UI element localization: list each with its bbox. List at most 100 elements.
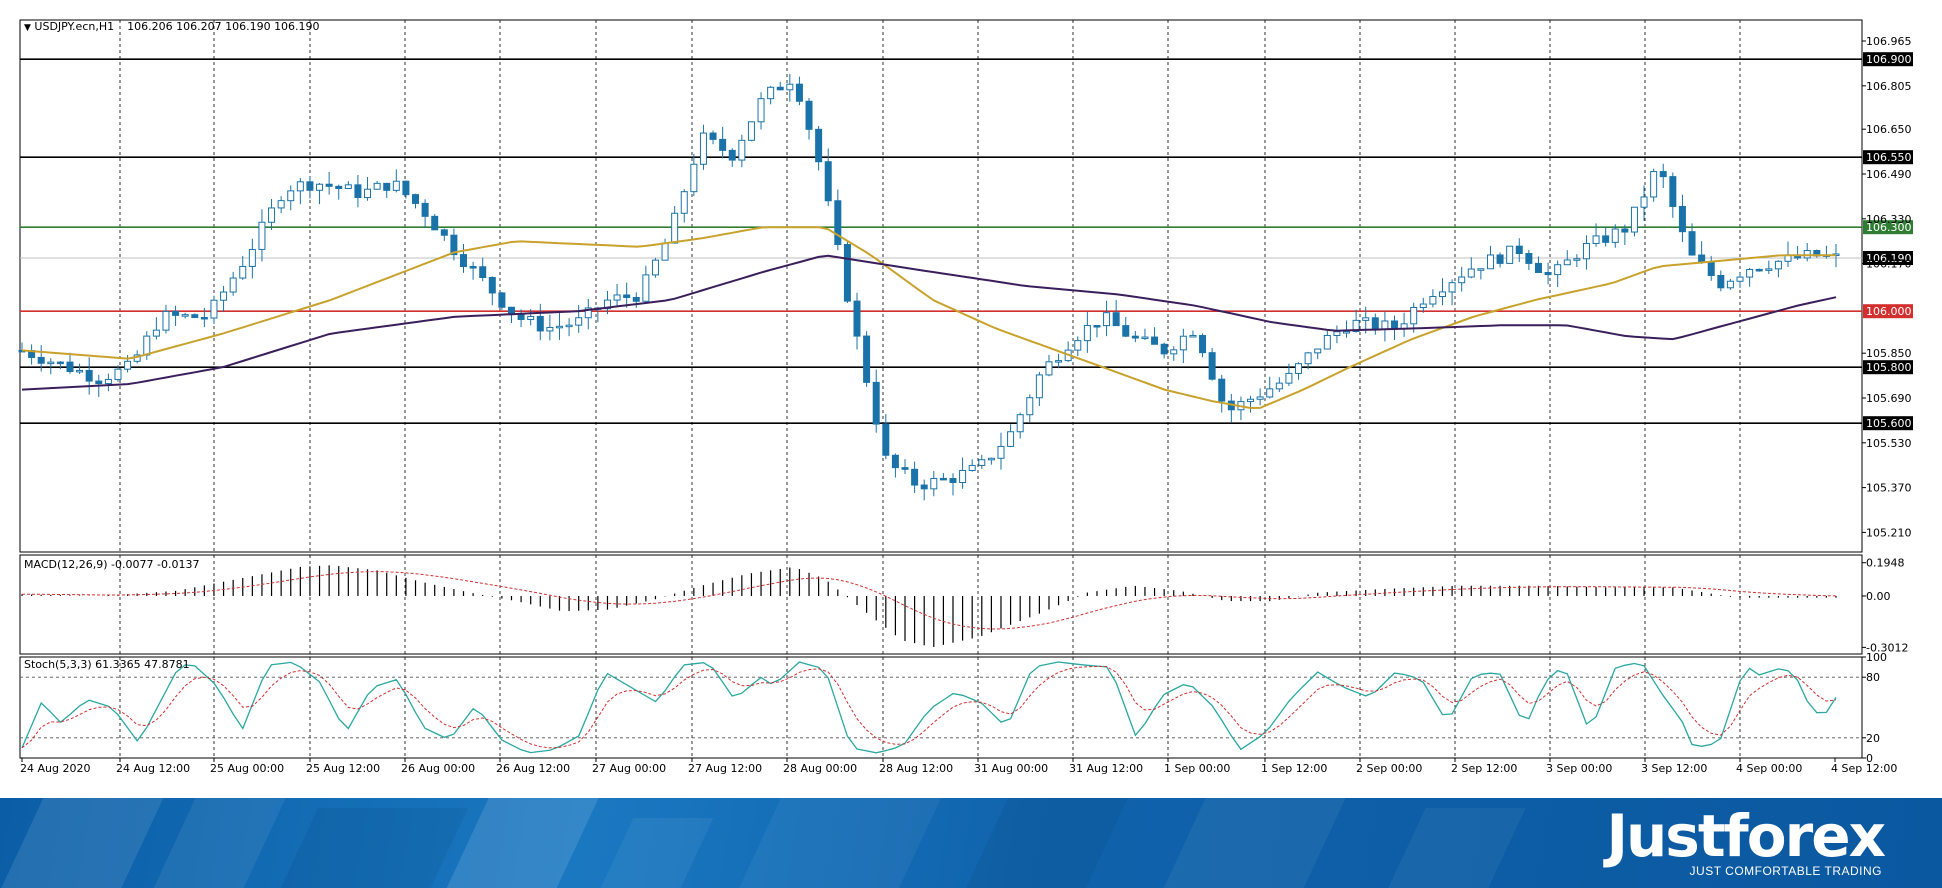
candle-bull [181, 314, 189, 317]
candle-bull [373, 182, 381, 190]
candle-bull [1179, 335, 1187, 351]
candle-bull [1381, 320, 1389, 330]
y-tick-label: 106.330 [1866, 213, 1912, 226]
candle-bull [1611, 228, 1619, 243]
candle-bear [843, 243, 851, 302]
candle-bull [296, 181, 304, 192]
level-tag-label: 106.900 [1866, 53, 1912, 66]
candle-bull [210, 299, 218, 319]
candle-bear [469, 266, 477, 269]
candle-bull [1189, 334, 1197, 338]
level-tag [1863, 360, 1913, 375]
candle-bull [1314, 348, 1322, 354]
symbol-label: USDJPY.ecn,H1 [34, 20, 115, 33]
candle-bear [1707, 261, 1715, 276]
brand-slogan: JUST COMFORTABLE TRADING [1689, 864, 1882, 878]
macd-y-tick-label: -0.3012 [1866, 641, 1908, 654]
y-tick-label: 105.210 [1866, 526, 1912, 539]
candle-bull [757, 98, 765, 123]
candle-bull [1630, 206, 1638, 233]
current-price-tag [1863, 251, 1913, 265]
candle-bull [786, 83, 794, 91]
candle-bull [1083, 325, 1091, 342]
dropdown-triangle-icon[interactable]: ▼ [24, 23, 31, 33]
x-tick-label: 25 Aug 12:00 [306, 762, 380, 775]
candle-bear [815, 128, 823, 163]
candle-bear [882, 423, 890, 456]
y-tick-label: 106.965 [1866, 35, 1912, 48]
x-tick-label: 3 Sep 12:00 [1641, 762, 1707, 775]
candle-bull [747, 121, 755, 141]
x-tick-label: 25 Aug 00:00 [210, 762, 284, 775]
candle-bear [460, 254, 468, 268]
candle-bull [1352, 319, 1360, 332]
candle-bull [277, 200, 285, 209]
candle-bull [1275, 382, 1283, 390]
candle-bull [699, 132, 707, 165]
stoch-main-line [21, 661, 1837, 754]
candle-bear [834, 200, 842, 245]
candle-bear [450, 234, 458, 256]
x-tick-label: 2 Sep 12:00 [1451, 762, 1517, 775]
x-tick-label: 27 Aug 00:00 [592, 762, 666, 775]
stoch-y-tick-label: 0 [1866, 752, 1873, 765]
candle-bear [325, 183, 333, 187]
stoch-y-tick-label: 80 [1866, 671, 1880, 684]
candle-bull [1458, 276, 1466, 284]
candle-bear [1371, 317, 1379, 330]
stoch-y-tick-label: 20 [1866, 732, 1880, 745]
candle-bull [987, 457, 995, 461]
x-tick-label: 24 Aug 12:00 [116, 762, 190, 775]
candle-bull [268, 207, 276, 223]
candle-bull [767, 86, 775, 100]
candle-bear [354, 184, 362, 199]
candle-bear [488, 276, 496, 294]
candle-bear [479, 266, 487, 278]
candle-bull [1774, 260, 1782, 270]
level-tag [1863, 416, 1913, 431]
candle-bear [1621, 228, 1629, 233]
candle-bull [1746, 268, 1754, 278]
candle-bull [1765, 268, 1773, 271]
candle-bull [152, 329, 160, 337]
candle-bear [431, 215, 439, 231]
candle-bear [335, 185, 343, 189]
candle-bear [1218, 378, 1226, 402]
candle-bull [575, 317, 583, 326]
candle-bull [1333, 331, 1341, 336]
candle-bull [1563, 259, 1571, 266]
current-price-label: 106.190 [1866, 252, 1912, 265]
candle-bull [76, 369, 84, 373]
candle-bear [37, 356, 45, 364]
candle-bull [527, 315, 535, 320]
candle-bear [1602, 235, 1610, 243]
level-tag [1863, 220, 1913, 235]
macd-y-tick-label: 0.00 [1866, 590, 1891, 603]
x-tick-label: 4 Sep 00:00 [1736, 762, 1802, 775]
y-tick-label: 105.370 [1866, 482, 1912, 495]
candle-bull [1170, 349, 1178, 355]
candle-bull [1026, 397, 1034, 416]
candle-bull [613, 294, 621, 301]
symbol-header: ▼ USDJPY.ecn,H1 106.206 106.207 106.190 … [24, 20, 320, 33]
candle-bull [930, 477, 938, 490]
candle-bull [1477, 268, 1485, 271]
candle-bull [104, 378, 112, 385]
candle-bull [124, 360, 132, 370]
x-tick-label: 31 Aug 00:00 [974, 762, 1048, 775]
candle-bear [1122, 325, 1130, 337]
level-tag-label: 106.550 [1866, 151, 1912, 164]
candle-bull [1055, 360, 1063, 363]
candle-bear [1151, 336, 1159, 345]
candle-bear [1199, 334, 1207, 354]
level-tag [1863, 150, 1913, 165]
candle-bear [66, 361, 74, 373]
candle-bull [690, 163, 698, 193]
candle-bear [1755, 268, 1763, 272]
candle-bull [680, 191, 688, 214]
candle-bear [901, 467, 909, 470]
brand-logo: Justforex [1606, 802, 1886, 870]
candle-bull [959, 469, 967, 484]
candle-bull [997, 445, 1005, 459]
